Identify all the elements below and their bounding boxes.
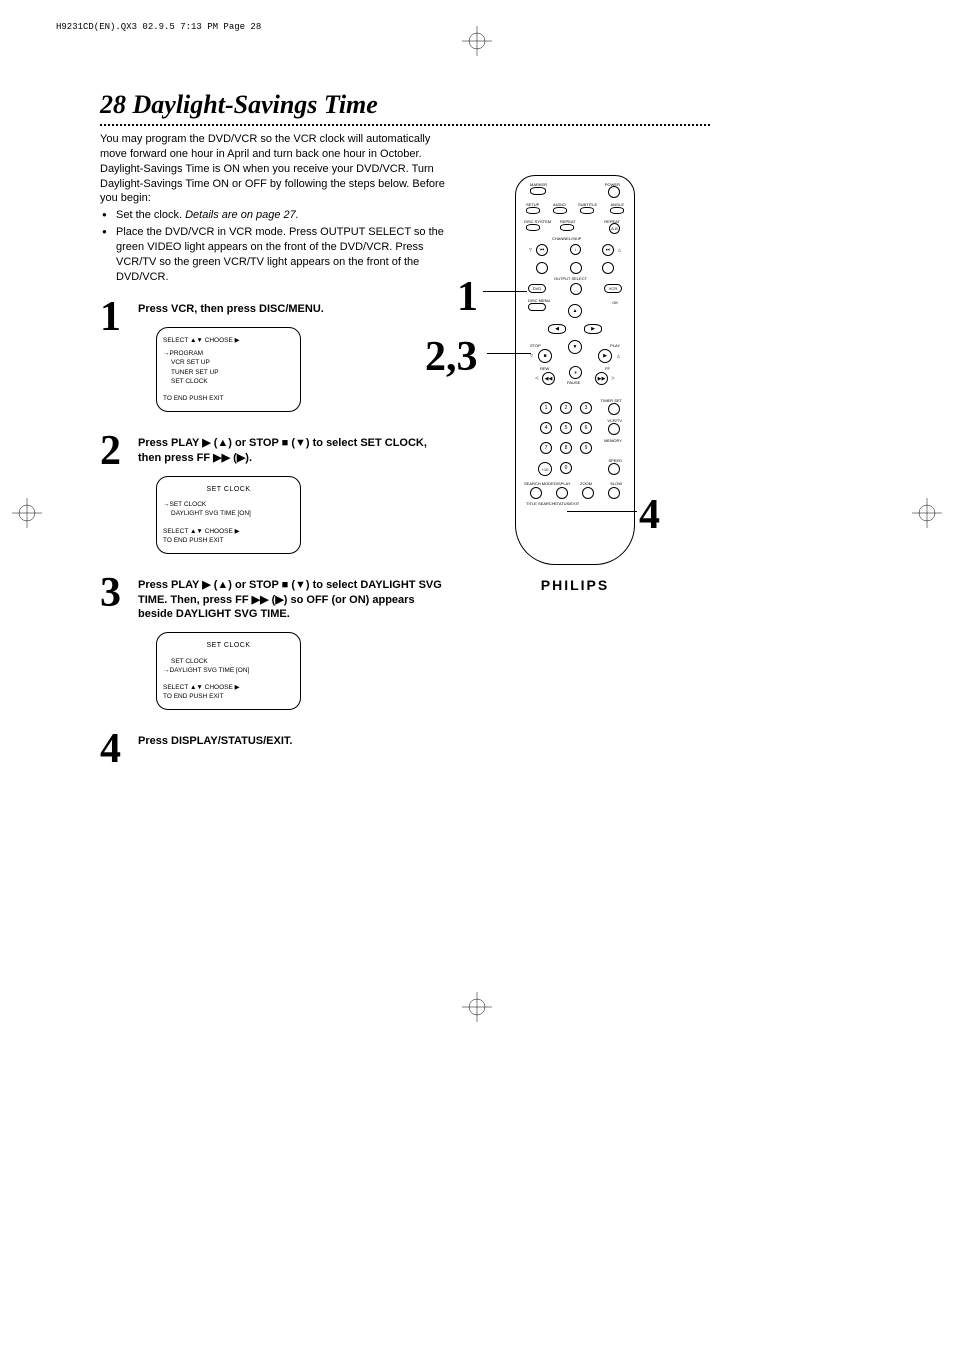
- ff-button: ▶▶: [595, 372, 608, 385]
- intro-bullet-1: Set the clock. Details are on page 27.: [100, 208, 455, 223]
- crop-mark-right: [912, 498, 942, 528]
- nav-down-button: ▼: [568, 340, 582, 354]
- remote-illustration: MARKER POWER SETUP AUDIO SUBTITLE ANGLE …: [505, 175, 645, 565]
- remote-body: MARKER POWER SETUP AUDIO SUBTITLE ANGLE …: [515, 175, 635, 565]
- ch-down-button: [536, 262, 548, 274]
- callout-23-line: [487, 353, 531, 354]
- callout-1-line: [483, 291, 527, 292]
- rew-button: ◀◀: [542, 372, 555, 385]
- num-8-button: 8: [560, 442, 572, 454]
- num-9-button: 9: [580, 442, 592, 454]
- intro-bullet-2: Place the DVD/VCR in VCR mode. Press OUT…: [100, 225, 455, 284]
- info-button: i: [570, 244, 581, 255]
- setup-button: [526, 207, 540, 214]
- crop-mark-bottom: [462, 992, 492, 1022]
- zoom-button: [582, 487, 594, 499]
- repeat-ab-button: A-B: [609, 223, 620, 234]
- step-3-screen: SET CLOCK SET CLOCK →DAYLIGHT SVG TIME […: [156, 632, 301, 710]
- intro-text: You may program the DVD/VCR so the VCR c…: [100, 133, 445, 204]
- page-number: 28: [100, 90, 126, 119]
- ch-up-button: [602, 262, 614, 274]
- repeat-button: [560, 224, 574, 231]
- remote-brand: PHILIPS: [505, 577, 645, 593]
- callout-1: 1: [457, 273, 478, 321]
- screen-header: SELECT ▲▼ CHOOSE ▶: [163, 336, 294, 345]
- step-2-instruction: Press PLAY ▶ (▲) or STOP ■ (▼) to select…: [138, 436, 448, 466]
- crop-mark-top: [462, 26, 492, 56]
- step-1-screen: SELECT ▲▼ CHOOSE ▶ →PROGRAM VCR SET UP T…: [156, 327, 301, 412]
- step-3-number: 3: [100, 572, 138, 614]
- num-plus10-button: +10: [538, 462, 552, 476]
- crop-mark-left: [12, 498, 42, 528]
- vcr-button: VCR: [604, 284, 622, 293]
- callout-23: 2,3: [425, 333, 478, 381]
- output-select-button: [570, 283, 582, 295]
- step-1-instruction: Press VCR, then press DISC/MENU.: [138, 302, 448, 317]
- search-mode-button: [530, 487, 542, 499]
- angle-button: [610, 207, 624, 214]
- page-title-text: Daylight-Savings Time: [133, 90, 378, 119]
- step-4-instruction: Press DISPLAY/STATUS/EXIT.: [138, 734, 448, 749]
- step-2-screen: SET CLOCK →SET CLOCK DAYLIGHT SVG TIME […: [156, 476, 301, 554]
- step-1-number: 1: [100, 296, 138, 338]
- nav-up-button: ▲: [568, 304, 582, 318]
- play-button: ▶: [598, 349, 612, 363]
- num-3-button: 3: [580, 402, 592, 414]
- step-4-number: 4: [100, 728, 138, 770]
- speed-button: [608, 463, 620, 475]
- disc-menu-button: [528, 303, 546, 311]
- step-3-instruction: Press PLAY ▶ (▲) or STOP ■ (▼) to select…: [138, 578, 448, 623]
- skip-prev-button: ⏮: [536, 244, 548, 256]
- marker-button: [530, 187, 546, 195]
- stop-button: ■: [538, 349, 552, 363]
- callout-4-line: [567, 511, 637, 512]
- intro-bullets: Set the clock. Details are on page 27. P…: [100, 208, 455, 284]
- step-4: 4 Press DISPLAY/STATUS/EXIT.: [100, 728, 710, 770]
- num-5-button: 5: [560, 422, 572, 434]
- discsystem-button: [526, 224, 540, 231]
- slow-button: [608, 487, 620, 499]
- ch-center-button: [570, 262, 582, 274]
- num-0-button: 0: [560, 462, 572, 474]
- subtitle-button: [580, 207, 594, 214]
- vcrtv-button: [608, 423, 620, 435]
- num-4-button: 4: [540, 422, 552, 434]
- power-button: [608, 186, 620, 198]
- print-header-meta: H9231CD(EN).QX3 02.9.5 7:13 PM Page 28: [56, 22, 261, 32]
- pause-button: ⏸: [569, 366, 582, 379]
- intro-paragraph: You may program the DVD/VCR so the VCR c…: [100, 132, 455, 284]
- num-1-button: 1: [540, 402, 552, 414]
- num-6-button: 6: [580, 422, 592, 434]
- step-2-number: 2: [100, 430, 138, 472]
- timer-set-button: [608, 403, 620, 415]
- dotted-rule: [100, 124, 710, 126]
- num-2-button: 2: [560, 402, 572, 414]
- display-button: [556, 487, 568, 499]
- audio-button: [553, 207, 567, 214]
- callout-4: 4: [639, 491, 660, 539]
- nav-right-button: ▶: [584, 324, 602, 334]
- skip-next-button: ⏭: [602, 244, 614, 256]
- nav-left-button: ◀: [548, 324, 566, 334]
- dvd-button: DVD: [528, 284, 546, 293]
- page-title: 28 Daylight-Savings Time: [100, 90, 710, 120]
- num-7-button: 7: [540, 442, 552, 454]
